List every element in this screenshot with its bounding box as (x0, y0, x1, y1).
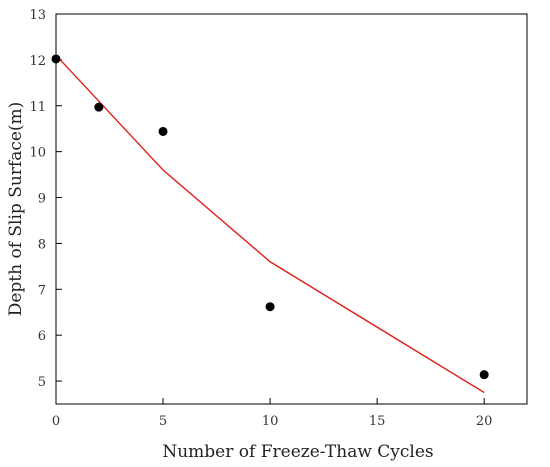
series-layer (51, 54, 489, 394)
y-tick-label: 11 (29, 100, 46, 115)
data-point (51, 54, 61, 64)
y-tick-label: 5 (38, 375, 46, 390)
x-tick-label: 15 (369, 414, 386, 429)
data-point (479, 370, 489, 380)
x-tick-label: 5 (159, 414, 167, 429)
trend-line (55, 54, 485, 394)
data-point (265, 302, 275, 312)
y-tick-label: 9 (38, 192, 46, 207)
y-tick-label: 10 (29, 146, 46, 161)
data-point (94, 102, 104, 112)
y-tick-label: 6 (38, 329, 46, 344)
x-axis-title: Number of Freeze-Thaw Cycles (162, 442, 433, 462)
y-tick-label: 12 (29, 54, 46, 69)
x-tick-label: 10 (262, 414, 279, 429)
y-tick-label: 13 (29, 8, 46, 23)
plot-frame (55, 13, 528, 405)
data-point (158, 126, 168, 136)
x-tick-label: 0 (52, 414, 60, 429)
y-axis-ticks: 5 6 7 8 9 10 11 12 13 (29, 8, 62, 390)
y-axis-title: Depth of Slip Surface(m) (6, 102, 26, 317)
x-tick-label: 20 (476, 414, 493, 429)
x-axis-ticks: 0 5 10 15 20 (52, 398, 493, 429)
y-tick-label: 7 (38, 283, 46, 298)
y-tick-label: 8 (38, 237, 46, 252)
